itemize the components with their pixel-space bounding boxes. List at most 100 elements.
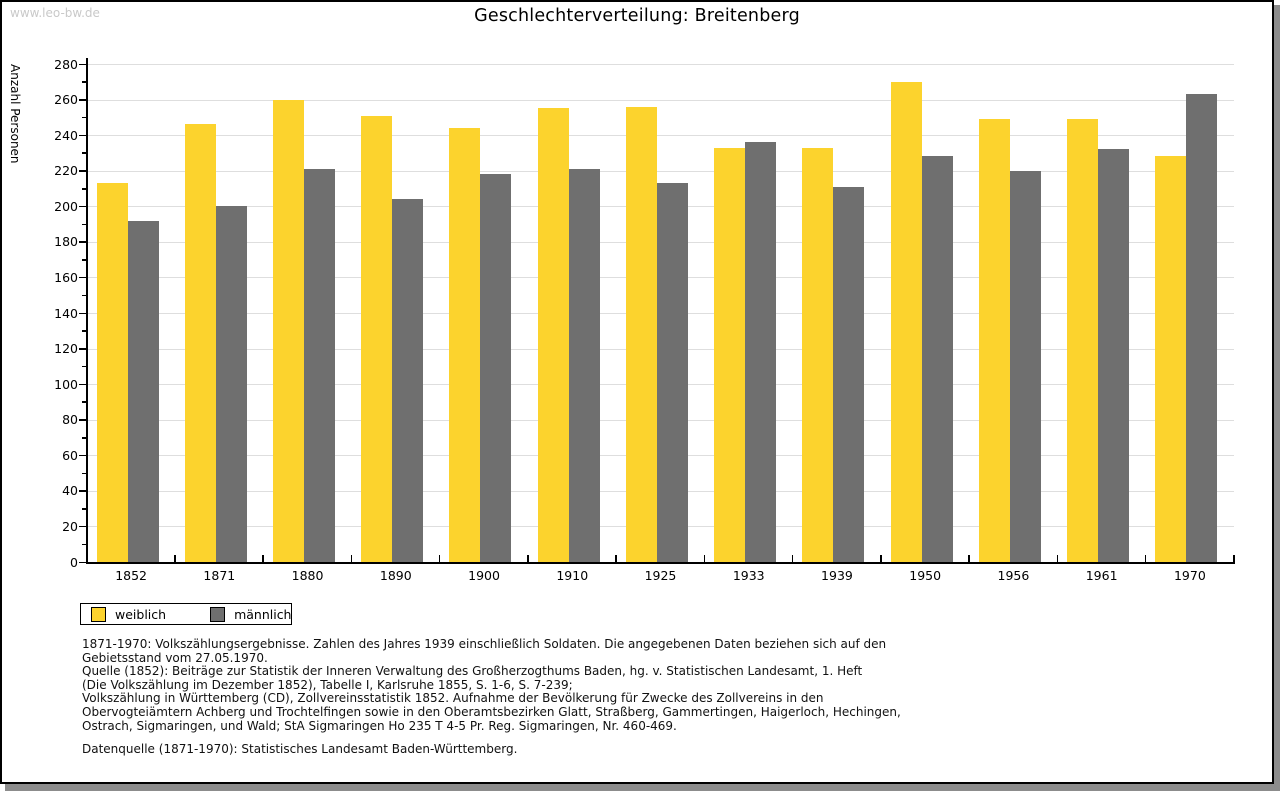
y-minor-tick [82, 508, 87, 510]
y-major-tick [79, 63, 87, 65]
x-boundary-tick [1144, 555, 1147, 562]
bar-männlich-1900 [480, 174, 512, 562]
footnote-line: Quelle (1852): Beiträge zur Statistik de… [82, 664, 863, 679]
footnote-line: Volkszählung in Württemberg (CD), Zollve… [82, 691, 824, 706]
gridline [87, 99, 1234, 101]
bar-weiblich-1939 [802, 147, 834, 562]
x-boundary-tick [791, 555, 794, 562]
y-tick-label: 40 [62, 483, 78, 499]
bar-weiblich-1956 [978, 119, 1010, 562]
y-minor-tick [82, 116, 87, 119]
y-major-tick [79, 383, 87, 386]
legend-label: weiblich [115, 606, 167, 622]
gridline [87, 64, 1234, 65]
bar-weiblich-1890 [361, 115, 393, 562]
bar-weiblich-1852 [96, 183, 128, 562]
x-boundary-tick [703, 555, 706, 562]
legend-item-maennlich: männlich [210, 606, 292, 622]
y-minor-tick [82, 365, 87, 368]
x-category-label: 1890 [379, 568, 412, 583]
bar-weiblich-1880 [272, 99, 304, 562]
y-major-tick [79, 454, 87, 457]
y-minor-tick [82, 259, 87, 261]
bar-männlich-1961 [1098, 149, 1130, 562]
footnote-line: (Die Volkszählung im Dezember 1852), Tab… [82, 677, 573, 692]
weiblich-swatch-icon [91, 606, 106, 622]
x-category-label: 1880 [291, 568, 324, 583]
gridline [87, 135, 1234, 137]
plot-area: 1852 1871 1880 1890 1900 1910 1925 1933 1939 1950… [2, 2, 1272, 602]
bar-männlich-1956 [1009, 170, 1041, 562]
y-major-tick [79, 205, 87, 208]
y-major-tick [79, 276, 87, 279]
bar-männlich-1852 [127, 220, 159, 562]
legend-item-weiblich: weiblich [91, 606, 167, 622]
bar-männlich-1950 [921, 156, 953, 562]
y-major-tick [79, 525, 87, 528]
bar-männlich-1939 [833, 186, 865, 562]
y-tick-label: 280 [54, 56, 78, 72]
y-major-tick [79, 419, 87, 421]
bar-männlich-1970 [1186, 94, 1218, 562]
bar-weiblich-1950 [890, 81, 922, 562]
footnote-line: Gebietsstand vom 27.05.1970. [82, 650, 268, 665]
footnote-line: Ostrach, Sigmaringen, und Wald; StA Sigm… [82, 718, 677, 733]
legend-label: männlich [234, 606, 292, 622]
x-boundary-tick [174, 555, 176, 562]
y-axis-line [86, 58, 88, 564]
y-minor-tick [82, 188, 87, 190]
x-category-label: 1925 [644, 568, 677, 583]
y-tick-label: 200 [54, 198, 78, 214]
y-tick-label: 140 [54, 305, 78, 321]
bar-weiblich-1961 [1067, 119, 1099, 562]
x-category-label: 1939 [821, 568, 853, 583]
footnote-line: Obervogteiämtern Achberg und Trochtelfin… [82, 704, 901, 719]
y-major-tick [79, 561, 87, 563]
x-boundary-tick [438, 555, 441, 562]
y-minor-tick [82, 81, 87, 83]
y-tick-label: 20 [62, 518, 78, 534]
bar-männlich-1910 [568, 168, 600, 562]
y-tick-label: 120 [54, 341, 78, 357]
x-boundary-tick [1233, 555, 1235, 562]
x-boundary-tick [968, 555, 970, 562]
x-category-label: 1950 [909, 568, 942, 583]
bar-weiblich-1871 [184, 124, 216, 562]
bar-weiblich-1910 [537, 108, 569, 562]
y-major-tick [79, 170, 87, 172]
frame-shadow-bottom [5, 784, 1280, 791]
bar-männlich-1880 [303, 168, 335, 562]
bar-weiblich-1970 [1155, 156, 1187, 562]
y-tick-label: 240 [54, 127, 78, 143]
x-category-label: 1900 [468, 568, 500, 583]
y-tick-label: 260 [54, 92, 78, 108]
footnotes: 1871-1970: Volkszählungsergebnisse. Zahl… [82, 637, 1232, 733]
x-boundary-tick [527, 555, 529, 562]
y-tick-label: 60 [62, 447, 78, 463]
y-major-tick [79, 348, 87, 350]
y-tick-label: 220 [54, 163, 78, 179]
x-category-label: 1970 [1173, 568, 1206, 583]
y-minor-tick [82, 152, 87, 154]
x-axis-line [86, 562, 1235, 564]
y-minor-tick [82, 330, 87, 332]
y-major-tick [79, 312, 87, 314]
y-minor-tick [82, 543, 87, 546]
x-boundary-tick [350, 555, 353, 562]
y-axis-title: Anzahl Personen [8, 64, 22, 164]
y-minor-tick [82, 437, 87, 439]
y-major-tick [79, 134, 87, 137]
y-tick-label: 100 [54, 376, 78, 392]
y-tick-label: 160 [54, 269, 78, 285]
bar-männlich-1871 [215, 206, 247, 562]
y-minor-tick [82, 294, 87, 297]
bar-weiblich-1925 [625, 106, 657, 562]
x-boundary-tick [1056, 555, 1059, 562]
y-major-tick [79, 241, 87, 243]
chart-title: Geschlechterverteilung: Breitenberg [474, 6, 800, 26]
x-category-label: 1910 [556, 568, 589, 583]
y-major-tick [79, 490, 87, 492]
datasource-note: Datenquelle (1871-1970): Statistisches L… [82, 742, 518, 756]
y-minor-tick [82, 223, 87, 226]
x-boundary-tick [615, 555, 617, 562]
